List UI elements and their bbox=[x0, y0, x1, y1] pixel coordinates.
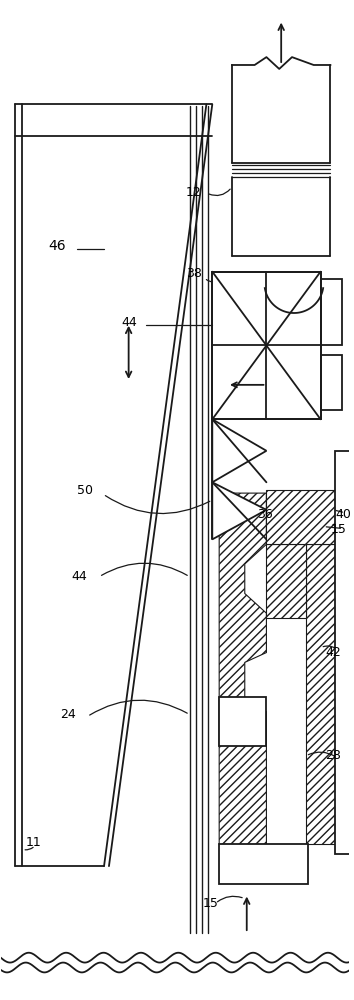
Text: 15: 15 bbox=[202, 897, 218, 910]
Text: 38: 38 bbox=[186, 267, 201, 280]
Text: 15: 15 bbox=[330, 523, 346, 536]
Text: 44: 44 bbox=[122, 316, 137, 329]
Polygon shape bbox=[267, 544, 306, 618]
Bar bbox=[321, 279, 342, 345]
Text: 50: 50 bbox=[78, 484, 93, 497]
Text: 11: 11 bbox=[25, 836, 41, 849]
Bar bbox=[219, 844, 308, 884]
Text: 46: 46 bbox=[48, 239, 65, 253]
Text: 42: 42 bbox=[325, 646, 341, 659]
Polygon shape bbox=[306, 544, 335, 844]
Polygon shape bbox=[267, 493, 335, 544]
Text: 24: 24 bbox=[60, 708, 75, 721]
Text: 12: 12 bbox=[186, 186, 201, 199]
Text: 36: 36 bbox=[258, 508, 273, 521]
Polygon shape bbox=[212, 419, 267, 482]
Polygon shape bbox=[212, 482, 267, 539]
Text: 44: 44 bbox=[72, 570, 87, 583]
Bar bbox=[267, 490, 335, 544]
Polygon shape bbox=[219, 493, 267, 844]
Bar bbox=[219, 697, 267, 746]
Bar bbox=[212, 272, 321, 419]
Bar bbox=[212, 272, 321, 419]
Bar bbox=[335, 451, 350, 854]
Text: 40: 40 bbox=[335, 508, 351, 521]
Bar bbox=[321, 355, 342, 410]
Text: 28: 28 bbox=[325, 749, 341, 762]
